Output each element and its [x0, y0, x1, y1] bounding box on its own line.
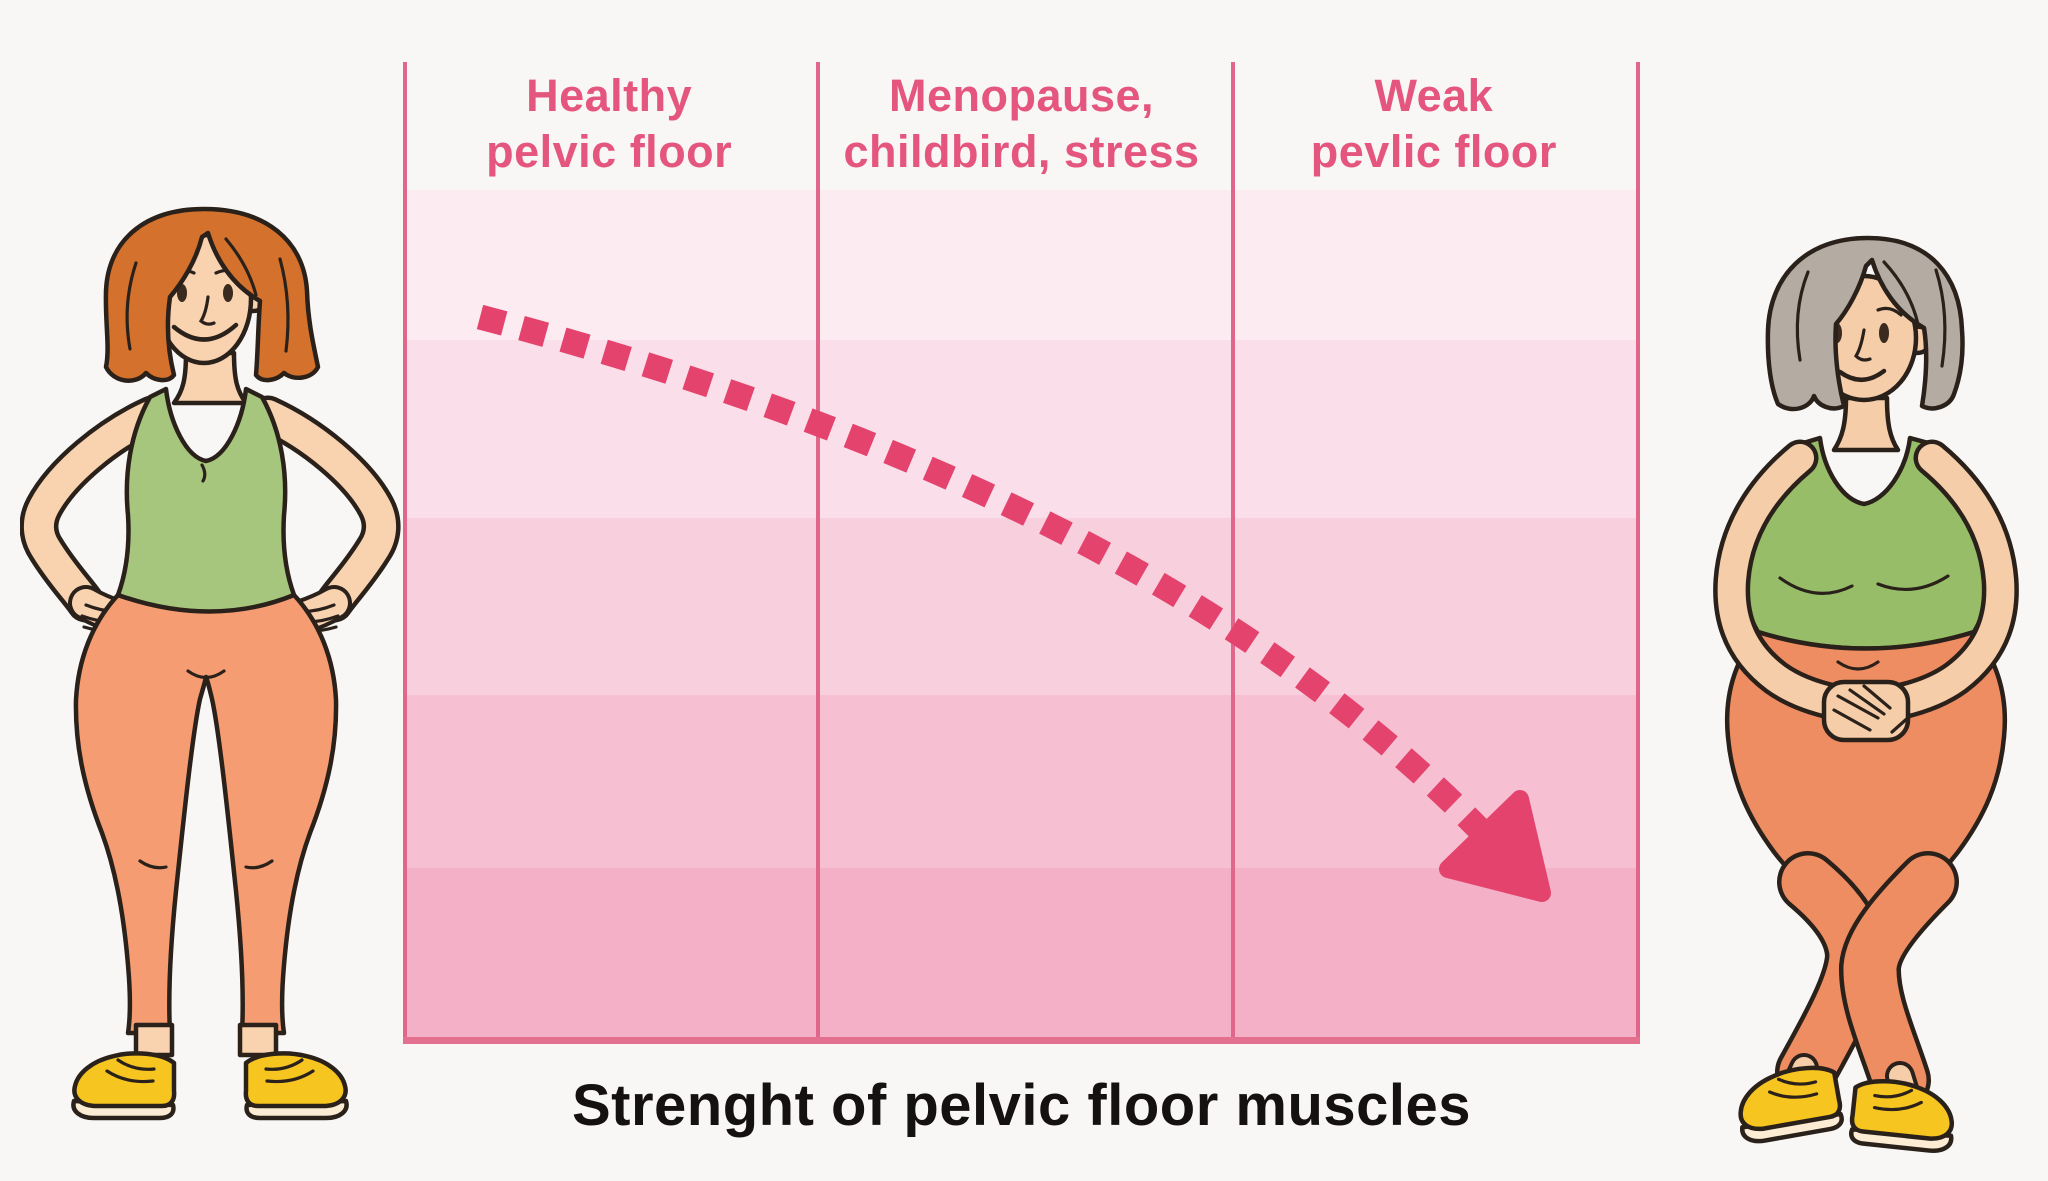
column-header-healthy: Healthy pelvic floor — [403, 62, 815, 190]
young-woman-crotch-seam — [186, 669, 226, 680]
declining-strength-arrow — [476, 304, 1551, 902]
older-woman-figure — [1713, 235, 2019, 1157]
arrowhead-icon — [1439, 790, 1551, 902]
column-header-menopause: Menopause, childbird, stress — [815, 62, 1227, 190]
header-line: Menopause, — [888, 70, 1155, 121]
young-woman-knee-line — [244, 859, 274, 870]
older-woman-hair-strands — [1795, 260, 1947, 368]
young-woman-pants — [73, 592, 339, 1036]
young-woman-chest-line — [200, 463, 207, 483]
young-woman-head — [103, 206, 321, 383]
strength-chart: Healthy pelvic floor Menopause, childbir… — [403, 62, 1640, 1044]
shade-band — [403, 190, 1640, 340]
header-line: pelvic floor — [486, 126, 733, 177]
older-woman-clasped-hands — [1821, 679, 1912, 743]
chart-title: Strenght of pelvic floor muscles — [571, 1073, 1472, 1138]
older-woman-arms — [1713, 439, 2019, 743]
shade-band — [403, 340, 1640, 518]
older-woman-head — [1765, 235, 1965, 412]
older-woman-hair — [1765, 235, 1965, 412]
older-woman-bust-line — [1778, 576, 1854, 595]
chart-left-border — [403, 62, 407, 1037]
column-divider-2 — [1231, 62, 1235, 1037]
shade-bands — [403, 190, 1640, 1037]
young-woman-shoes — [73, 1053, 346, 1118]
young-woman-knee-line — [138, 859, 168, 870]
older-woman-bust-line — [1876, 574, 1950, 591]
shade-band — [403, 868, 1640, 1037]
young-woman-hair — [103, 206, 321, 383]
older-woman-neck — [1831, 395, 1901, 453]
shade-band — [403, 695, 1640, 868]
older-woman-crotch-seam — [1836, 660, 1880, 671]
header-line: Weak — [1374, 70, 1494, 121]
column-divider-1 — [816, 62, 820, 1037]
shade-band — [403, 518, 1640, 695]
header-line: Healthy — [526, 70, 693, 121]
arrow-dashed-path — [476, 304, 1489, 839]
column-headers: Healthy pelvic floor Menopause, childbir… — [403, 62, 1640, 190]
young-woman-hair-strands — [125, 237, 290, 353]
chart-right-border — [1636, 62, 1640, 1037]
header-line: childbird, stress — [843, 126, 1200, 177]
young-woman-figure — [20, 206, 401, 1125]
young-woman-tank-top — [115, 386, 297, 614]
column-header-weak: Weak pevlic floor — [1228, 62, 1640, 190]
young-woman-ankles — [133, 1022, 279, 1058]
header-line: pevlic floor — [1310, 126, 1557, 177]
chart-bottom-border — [403, 1037, 1640, 1044]
